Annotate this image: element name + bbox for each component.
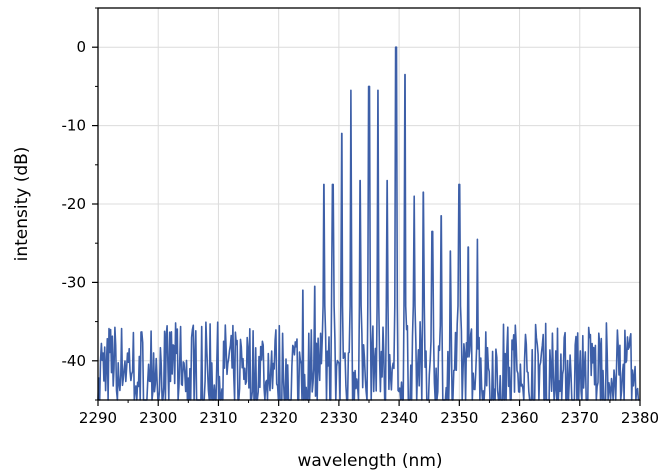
x-tick-label: 2370 [561, 409, 599, 427]
x-tick-label: 2290 [79, 409, 117, 427]
y-axis-ticks: 0 -10 -20 -30 -40 [62, 7, 98, 401]
x-tick-label: 2330 [320, 409, 358, 427]
x-tick-label: 2350 [440, 409, 478, 427]
x-axis-label: wavelength (nm) [297, 451, 442, 471]
y-tick-label: -10 [62, 117, 87, 135]
y-tick-label: -30 [62, 273, 87, 291]
y-tick-label: -40 [62, 352, 87, 370]
x-axis-ticks: 2290 2300 2310 2320 2330 2340 2350 2360 2370 2380 [79, 400, 659, 427]
x-tick-label: 2340 [380, 409, 418, 427]
y-tick-label: 0 [76, 38, 86, 56]
x-tick-label: 2380 [621, 409, 659, 427]
x-tick-label: 2310 [199, 409, 237, 427]
y-tick-label: -20 [62, 195, 87, 213]
y-axis-label: intensity (dB) [12, 147, 32, 262]
x-tick-label: 2360 [500, 409, 538, 427]
grid [98, 8, 640, 400]
x-tick-label: 2300 [139, 409, 177, 427]
x-tick-label: 2320 [260, 409, 298, 427]
spectrum-trace [97, 46, 640, 401]
